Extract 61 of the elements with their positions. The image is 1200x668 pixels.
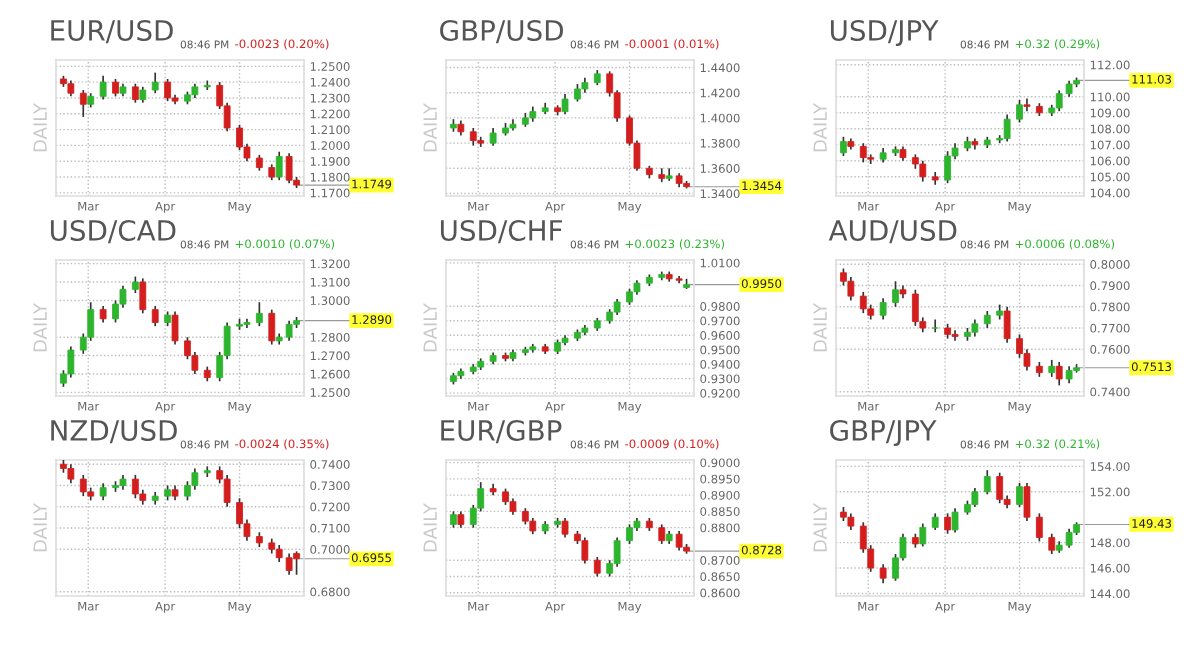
- candlestick: [879, 297, 887, 321]
- candlestick: [293, 550, 300, 576]
- candlestick: [996, 471, 1004, 505]
- candlestick: [1055, 361, 1063, 387]
- candlestick: [164, 78, 171, 102]
- candlestick: [919, 159, 927, 183]
- candlestick: [944, 512, 951, 535]
- candlestick: [1023, 97, 1031, 113]
- chart-title: USD/CHF: [440, 219, 562, 244]
- candlestick: [840, 135, 847, 157]
- candlestick: [581, 536, 589, 565]
- candlestick: [1023, 482, 1031, 522]
- candlestick: [99, 74, 107, 101]
- candlestick: [151, 305, 159, 327]
- candlestick: [658, 523, 666, 545]
- chart-title: USD/JPY: [830, 19, 939, 47]
- candlestick: [613, 536, 621, 568]
- candlestick: [139, 277, 147, 315]
- candlestick: [626, 523, 633, 545]
- candlestick: [919, 522, 927, 548]
- candlestick: [131, 474, 139, 500]
- candlestick: [951, 507, 959, 534]
- candlestick: [971, 487, 979, 508]
- chart-title: NZD/USD: [51, 419, 177, 444]
- candlestick: [255, 301, 263, 327]
- candlestick: [561, 517, 569, 539]
- candlestick: [859, 142, 867, 164]
- candlestick: [151, 71, 159, 95]
- candlestick: [79, 89, 87, 118]
- chart-title: AUD/USD: [828, 219, 957, 244]
- candlestick: [67, 345, 75, 379]
- candlestick: [1003, 305, 1011, 344]
- candlestick: [268, 308, 276, 346]
- chart-title: EUR/USD: [51, 19, 173, 44]
- candlestick: [1035, 512, 1043, 543]
- candlestick: [859, 291, 867, 314]
- candlestick: [1016, 482, 1023, 508]
- candlestick: [1003, 113, 1011, 143]
- candlestick: [1048, 532, 1056, 555]
- candlestick: [675, 530, 683, 552]
- candlestick: [223, 474, 231, 508]
- candlestick: [275, 150, 283, 182]
- chart-title: EUR/GBP: [441, 419, 562, 444]
- candlestick: [131, 82, 139, 104]
- candlestick: [931, 318, 939, 334]
- candlestick: [983, 469, 991, 496]
- candlestick: [879, 563, 887, 585]
- candlestick: [944, 150, 951, 185]
- candlestick: [1016, 99, 1023, 124]
- chart-title: GBP/USD: [440, 19, 563, 44]
- candlestick: [285, 152, 293, 185]
- chart-title: GBP/JPY: [830, 419, 937, 447]
- candlestick: [593, 556, 601, 578]
- candlestick: [911, 288, 919, 327]
- candlestick: [171, 310, 179, 346]
- candlestick: [561, 93, 569, 115]
- candlestick: [67, 463, 75, 485]
- candlestick: [892, 280, 899, 308]
- candlestick: [847, 276, 855, 302]
- candlestick: [79, 474, 87, 497]
- chart-title: USD/CAD: [50, 219, 176, 244]
